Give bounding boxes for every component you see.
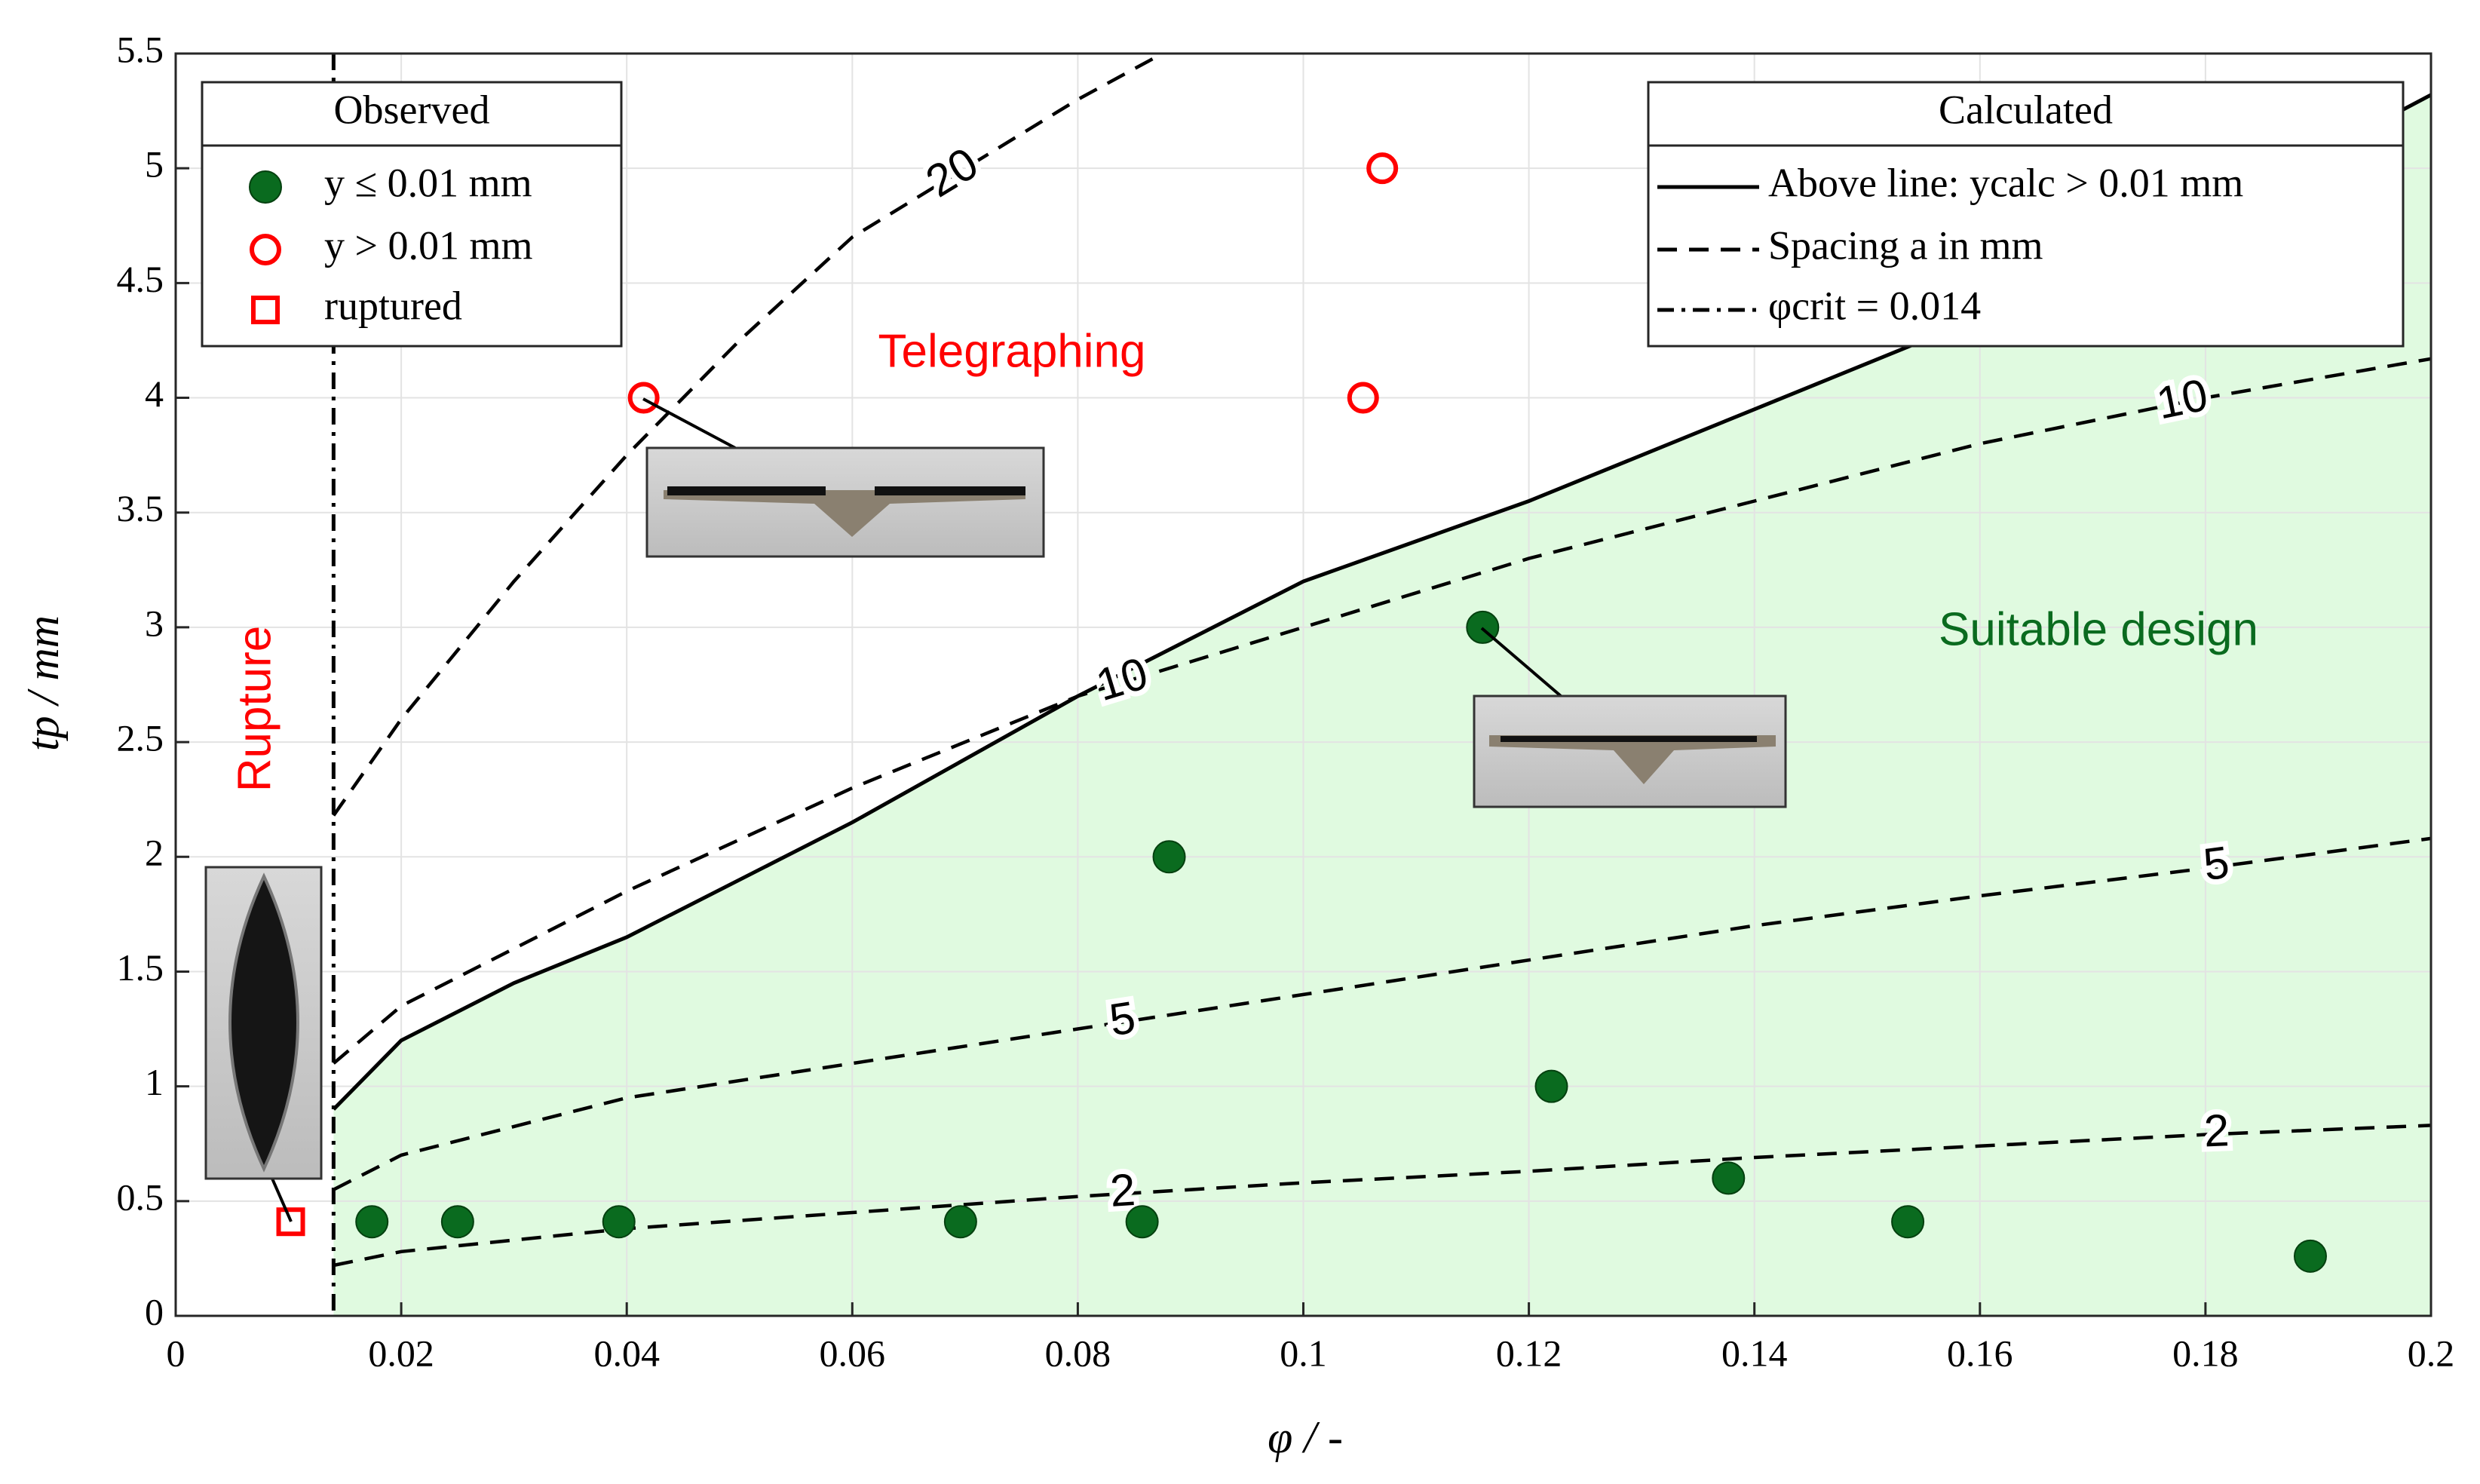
point xyxy=(355,1205,389,1239)
legend-label: ruptured xyxy=(324,283,462,328)
point xyxy=(1152,840,1186,874)
suitable-area xyxy=(333,94,2431,1316)
legend-box xyxy=(1647,81,2405,348)
y-tick-label: 2 xyxy=(145,832,164,874)
point xyxy=(1891,1205,1925,1239)
photo-shape xyxy=(875,486,1025,495)
legend-marker xyxy=(251,296,280,324)
legend-box xyxy=(201,81,623,348)
annotation: Telegraphing xyxy=(878,325,1145,377)
y-tick-label: 4 xyxy=(145,373,164,415)
spacing-curve xyxy=(333,836,2431,1191)
y-tick-label: 0.5 xyxy=(117,1176,164,1218)
curve-label: 2 xyxy=(2203,1105,2230,1156)
legend: Calculated Above line: ycalc > 0.01 mm Spa… xyxy=(1647,81,2405,348)
point xyxy=(1534,1069,1568,1103)
photo-shape xyxy=(667,486,826,495)
x-tick-label: 0.18 xyxy=(2172,1332,2239,1374)
spacing-curve xyxy=(333,1124,2431,1268)
y-tick-label: 3 xyxy=(145,602,164,644)
leader-line xyxy=(642,397,736,449)
point xyxy=(440,1205,474,1239)
y-tick-label: 4.5 xyxy=(117,258,164,300)
spacing-curve xyxy=(332,357,2431,1065)
annotation: Suitable design xyxy=(1939,603,2258,655)
y-tick-label: 1.5 xyxy=(117,946,164,989)
legend-title: Observed xyxy=(334,87,490,132)
legend-label: φcrit = 0.014 xyxy=(1768,283,1981,328)
legend-title: Calculated xyxy=(1939,87,2113,132)
x-tick-label: 0.1 xyxy=(1280,1332,1327,1374)
x-axis-label: φ / - xyxy=(1268,1412,1343,1462)
legend-label: y ≤ 0.01 mm xyxy=(324,160,532,205)
point xyxy=(1366,152,1399,185)
y-tick-label: 2.5 xyxy=(117,717,164,759)
point xyxy=(1712,1161,1746,1195)
legend-label: Spacing a in mm xyxy=(1768,222,2043,268)
leader-line xyxy=(271,1178,293,1222)
x-tick-label: 0.06 xyxy=(820,1332,886,1374)
leader-line xyxy=(1480,627,1562,698)
photo-shape xyxy=(1489,735,1776,784)
x-tick-label: 0.04 xyxy=(593,1332,660,1374)
x-tick-label: 0.2 xyxy=(2408,1332,2455,1374)
point xyxy=(1347,382,1379,414)
annotation: Rupture xyxy=(228,626,280,793)
legend: Observed y ≤ 0.01 mm y > 0.01 mm ruptured xyxy=(201,81,623,348)
point xyxy=(602,1205,636,1239)
point xyxy=(943,1205,977,1239)
curve-label: 10 xyxy=(2153,369,2212,429)
x-tick-label: 0.14 xyxy=(1721,1332,1788,1374)
legend-marker xyxy=(250,234,281,265)
y-tick-label: 1 xyxy=(145,1061,164,1103)
y-axis-label: tp / mm xyxy=(18,615,68,751)
photo-shape xyxy=(664,490,1025,537)
x-tick-label: 0.02 xyxy=(368,1332,434,1374)
point xyxy=(276,1207,305,1237)
plot-frame xyxy=(174,52,2432,1317)
spacing-curve xyxy=(332,54,1163,817)
legend-label: Above line: ycalc > 0.01 mm xyxy=(1768,160,2243,205)
x-tick-label: 0.08 xyxy=(1045,1332,1111,1374)
x-tick-label: 0.16 xyxy=(1947,1332,2013,1374)
x-tick-label: 0.12 xyxy=(1496,1332,1562,1374)
y-tick-label: 0 xyxy=(145,1290,164,1332)
legend-marker xyxy=(249,170,282,204)
point xyxy=(2293,1239,2327,1273)
point xyxy=(1125,1205,1159,1239)
photo-shape xyxy=(1501,736,1757,742)
y-tick-label: 5 xyxy=(145,143,164,186)
photo-shape xyxy=(228,872,299,1173)
x-tick-label: 0 xyxy=(167,1332,185,1374)
y-tick-label: 5.5 xyxy=(117,28,164,70)
legend-label: y > 0.01 mm xyxy=(324,222,532,268)
point xyxy=(627,382,660,414)
y-tick-label: 3.5 xyxy=(117,487,164,529)
